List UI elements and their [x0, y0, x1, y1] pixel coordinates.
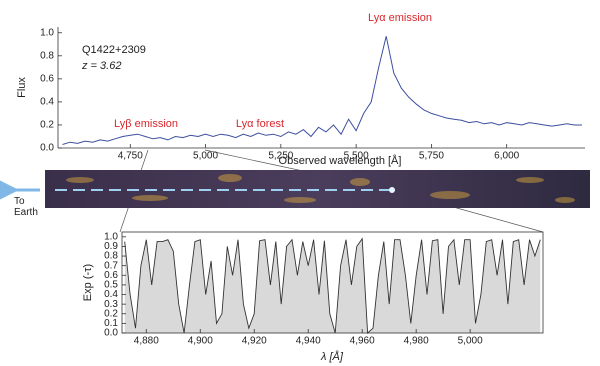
- x-axis-title: Observed wavelength [Å]: [279, 154, 402, 167]
- y-tick-label: 0.9: [104, 241, 118, 252]
- y-axis-title: Flux: [16, 77, 28, 98]
- x-tick-label: 4,960: [350, 336, 375, 347]
- x-tick-label: 5,500: [344, 151, 369, 162]
- y-tick-label: 0.2: [40, 120, 54, 131]
- annotation: Lyα emission: [368, 12, 432, 24]
- y-tick-label: 0.8: [104, 251, 118, 262]
- y-tick-label: 0.5: [104, 280, 118, 291]
- x-axis-title: λ [Å]: [320, 350, 344, 363]
- y-tick-label: 0.6: [40, 73, 54, 84]
- x-tick-label: 4,920: [242, 336, 267, 347]
- y-tick-label: 0.0: [40, 143, 54, 154]
- plot-frame: [121, 231, 544, 334]
- transmission-line: [124, 237, 541, 334]
- x-tick-label: 4,750: [118, 151, 143, 162]
- x-tick-label: 4,900: [188, 336, 213, 347]
- y-tick-label: 0.7: [104, 260, 118, 271]
- x-tick-label: 4,880: [134, 336, 159, 347]
- y-tick-label: 0.6: [104, 270, 118, 281]
- y-tick-label: 1.0: [40, 27, 54, 38]
- y-axis-title: Exp (-τ): [82, 264, 94, 301]
- y-tick-label: 1.0: [104, 231, 118, 242]
- simulation-image: [0, 170, 590, 208]
- x-tick-label: 5,250: [268, 151, 293, 162]
- y-tick-label: 0.4: [104, 289, 118, 300]
- x-tick-label: 4,940: [296, 336, 321, 347]
- y-tick-label: 0.4: [40, 97, 54, 108]
- y-tick-label: 0.2: [104, 308, 118, 319]
- y-tick-label: 0.0: [104, 328, 118, 339]
- y-tick-label: 0.3: [104, 299, 118, 310]
- x-tick-label: 4,980: [404, 336, 429, 347]
- x-tick-label: 6,000: [494, 151, 519, 162]
- transmission-area: [124, 238, 541, 333]
- annotation: Lyβ emission: [114, 118, 178, 130]
- y-tick-label: 0.8: [40, 50, 54, 61]
- annotation: Q1422+2309: [82, 44, 146, 56]
- annotation: Lyα forest: [236, 118, 284, 130]
- annotation: z = 3.62: [81, 60, 121, 72]
- x-tick-label: 5,750: [419, 151, 444, 162]
- image-label: To Earth: [14, 196, 38, 218]
- y-tick-label: 0.1: [104, 318, 118, 329]
- x-tick-label: 5,000: [458, 336, 483, 347]
- x-tick-label: 5,000: [193, 151, 218, 162]
- spectrum-line: [62, 36, 582, 145]
